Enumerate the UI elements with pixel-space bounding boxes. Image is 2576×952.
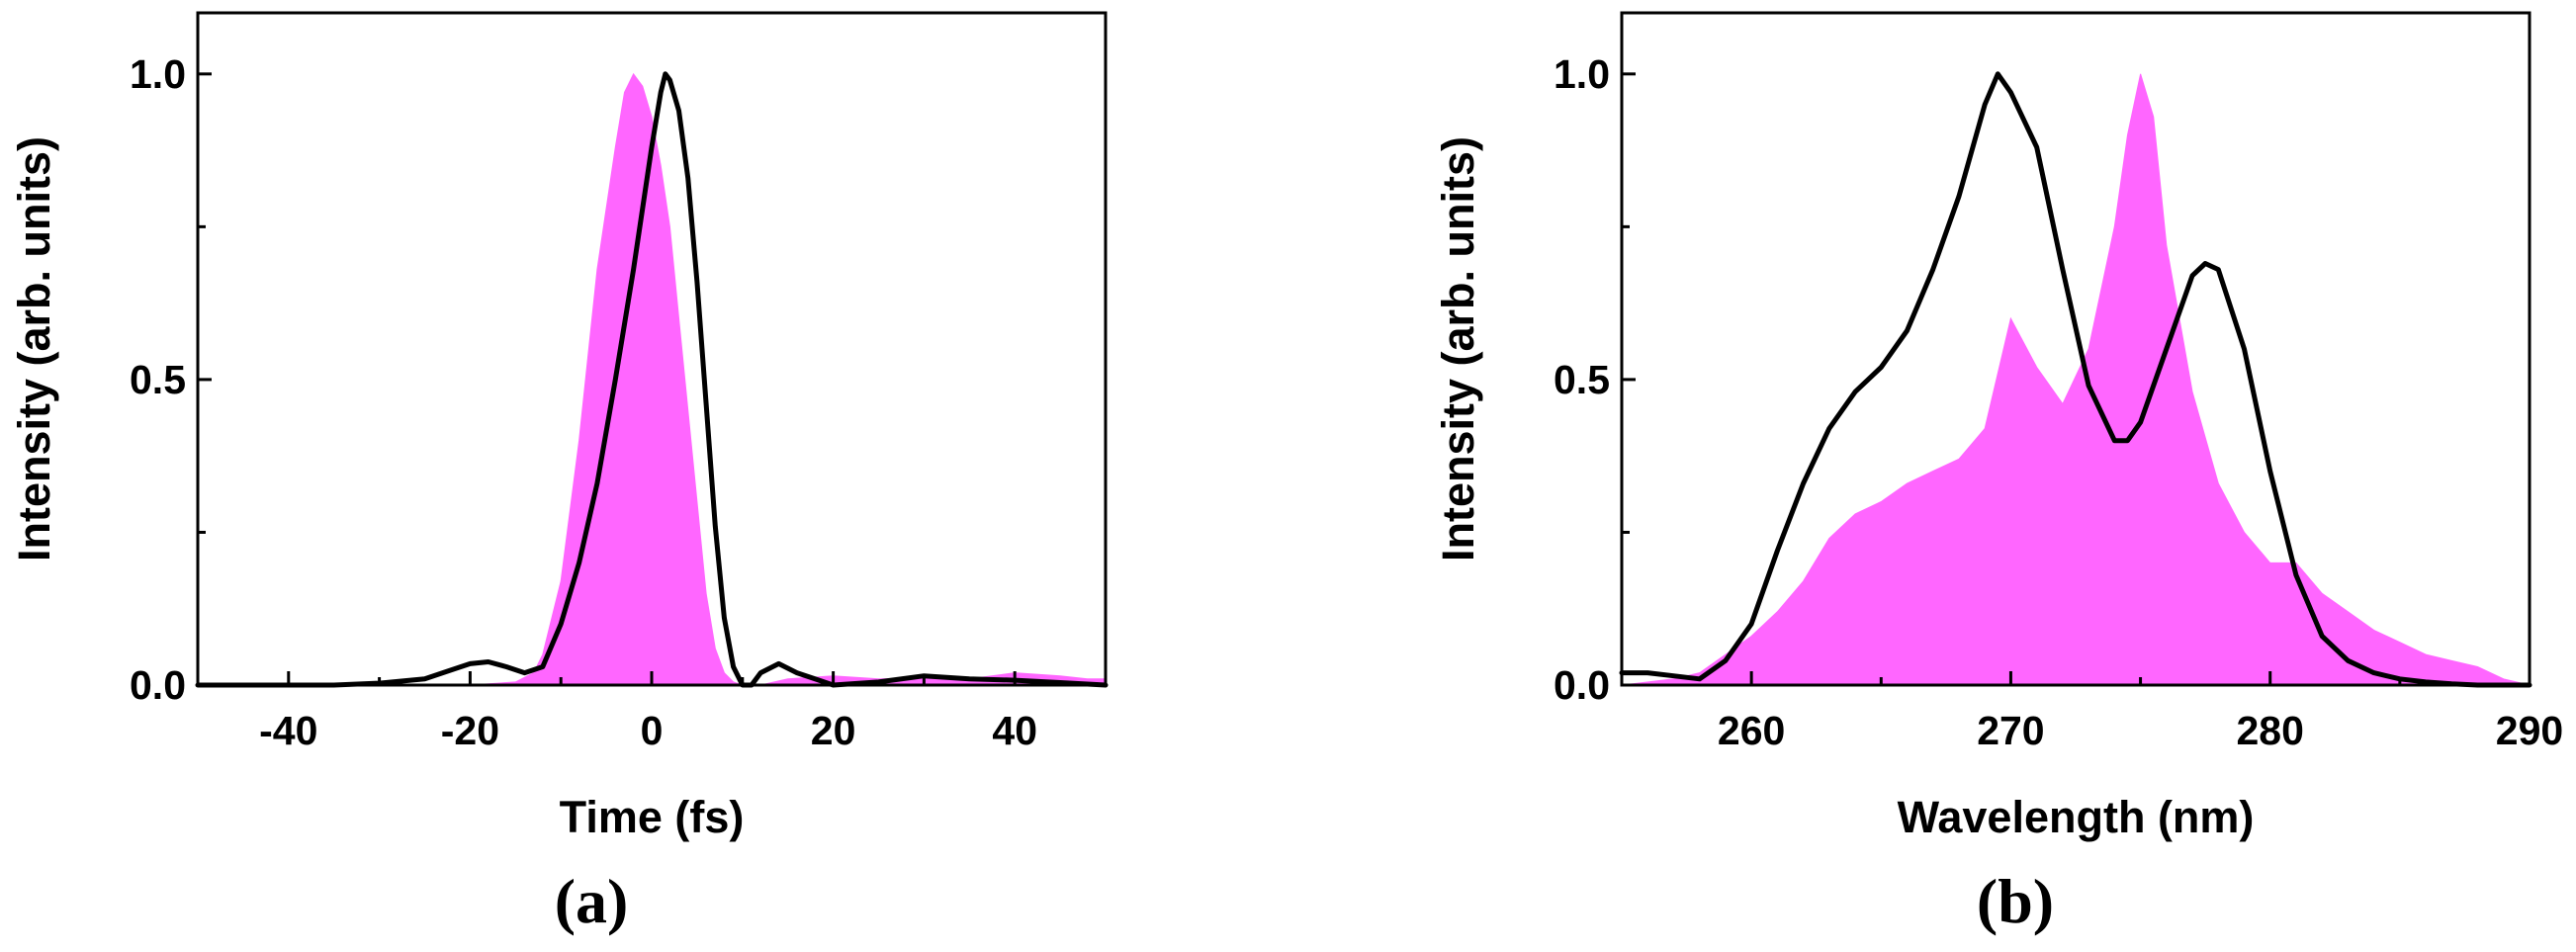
chart-a-xtick-label: 20 (811, 708, 856, 753)
chart-a-xtick-label: -20 (441, 708, 499, 753)
chart-a: -40 -20 0 20 40 0.0 0.5 1.0 Time (fs) Intensity… (9, 11, 1109, 936)
chart-a-marks (195, 71, 1109, 688)
chart-b-xtick-label: 260 (1718, 708, 1785, 753)
chart-a-xtick-label: 40 (992, 708, 1037, 753)
chart-b-frame (1620, 11, 2532, 687)
chart-b-ticks: 260 270 280 290 0.0 0.5 1.0 (1554, 51, 2563, 753)
chart-a-series-0-area (198, 72, 1107, 686)
chart-b-panel-label: (b) (1977, 866, 2054, 936)
chart-a-ticks: -40 -20 0 20 40 0.0 0.5 1.0 (130, 51, 1108, 753)
chart-a-ytick-label: 0.5 (130, 357, 186, 402)
chart-b-marks (1619, 71, 2532, 688)
chart-b-ytick-label: 1.0 (1554, 51, 1610, 97)
chart-a-xtick-label: -40 (259, 708, 317, 753)
chart-b-ytick-label: 0.5 (1554, 357, 1610, 402)
chart-b-ylabel: Intensity (arb. units) (1433, 136, 1483, 562)
chart-b-xlabel: Wavelength (nm) (1898, 792, 2255, 842)
chart-b-series-1-line (1619, 71, 2532, 688)
chart-a-series-1-line (195, 71, 1109, 688)
chart-a-ytick-label: 0.0 (130, 662, 186, 708)
chart-b-xtick-label: 270 (1977, 708, 2044, 753)
chart-a-panel-label: (a) (555, 866, 629, 936)
chart-a-ytick-label: 1.0 (130, 51, 186, 97)
chart-b: 260 270 280 290 0.0 0.5 1.0 Wavelength (nm) In… (1433, 11, 2563, 936)
chart-a-xtick-label: 0 (641, 708, 664, 753)
chart-b-series-0-area (1621, 73, 2531, 686)
chart-b-xtick-label: 290 (2496, 708, 2563, 753)
chart-b-ytick-label: 0.0 (1554, 662, 1610, 708)
chart-a-xlabel: Time (fs) (560, 792, 745, 842)
chart-a-ylabel: Intensity (arb. units) (9, 136, 59, 562)
chart-b-xtick-label: 280 (2237, 708, 2304, 753)
